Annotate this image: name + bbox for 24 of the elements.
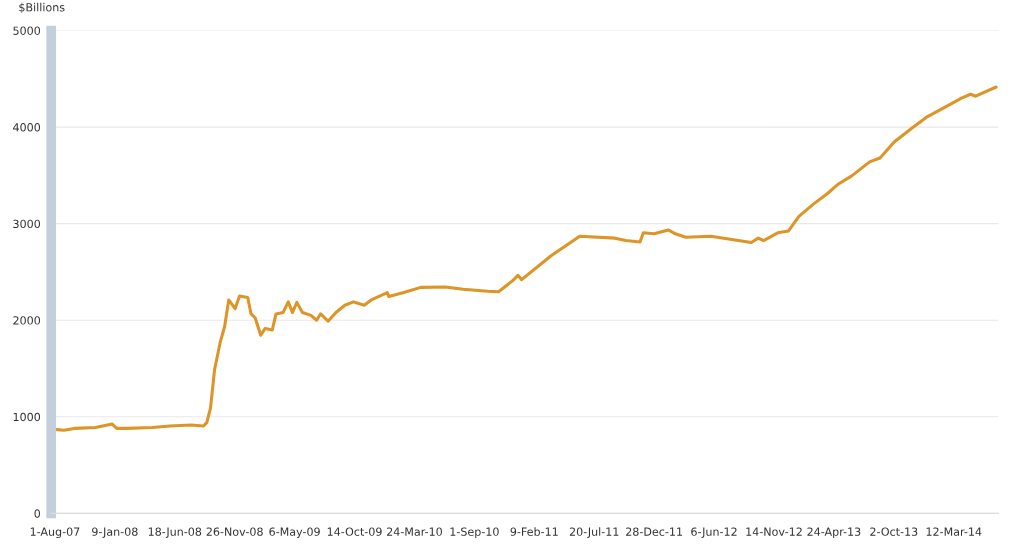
x-tick-label: 24-Mar-10 [386, 527, 442, 536]
x-tick-label: 1-Aug-07 [30, 527, 80, 539]
y-axis-title: $Billions [19, 2, 65, 13]
x-tick-label: 2-Oct-13 [870, 527, 918, 536]
x-tick-label: 24-Apr-13 [807, 527, 861, 539]
x-tick-label: 26-Nov-08 [206, 527, 263, 536]
x-tick-label: 12-Mar-14 [926, 527, 982, 536]
y-tick-label: 5000 [13, 26, 41, 35]
y-tick-label: 2000 [13, 316, 41, 325]
x-tick-label: 9-Feb-11 [510, 527, 558, 536]
x-tick-label: 14-Oct-09 [327, 527, 382, 536]
line-series [53, 85, 998, 432]
x-tick-label: 18-Jun-08 [148, 527, 202, 538]
y-tick-label: 1000 [13, 412, 41, 422]
x-tick-label: 1-Sep-10 [450, 527, 499, 539]
x-tick-label: 9-Jan-08 [92, 527, 138, 538]
x-tick-label: 20-Jul-11 [569, 527, 619, 538]
x-tick-label: 14-Nov-12 [746, 527, 802, 536]
y-tick-label: 3000 [13, 219, 41, 229]
x-tick-label: 6-Jun-12 [691, 527, 737, 538]
x-tick-label: 28-Dec-11 [626, 527, 682, 536]
y-tick-label: 0 [34, 509, 41, 518]
x-tick-label: 6-May-09 [269, 527, 320, 539]
y-tick-label: 4000 [13, 123, 41, 132]
